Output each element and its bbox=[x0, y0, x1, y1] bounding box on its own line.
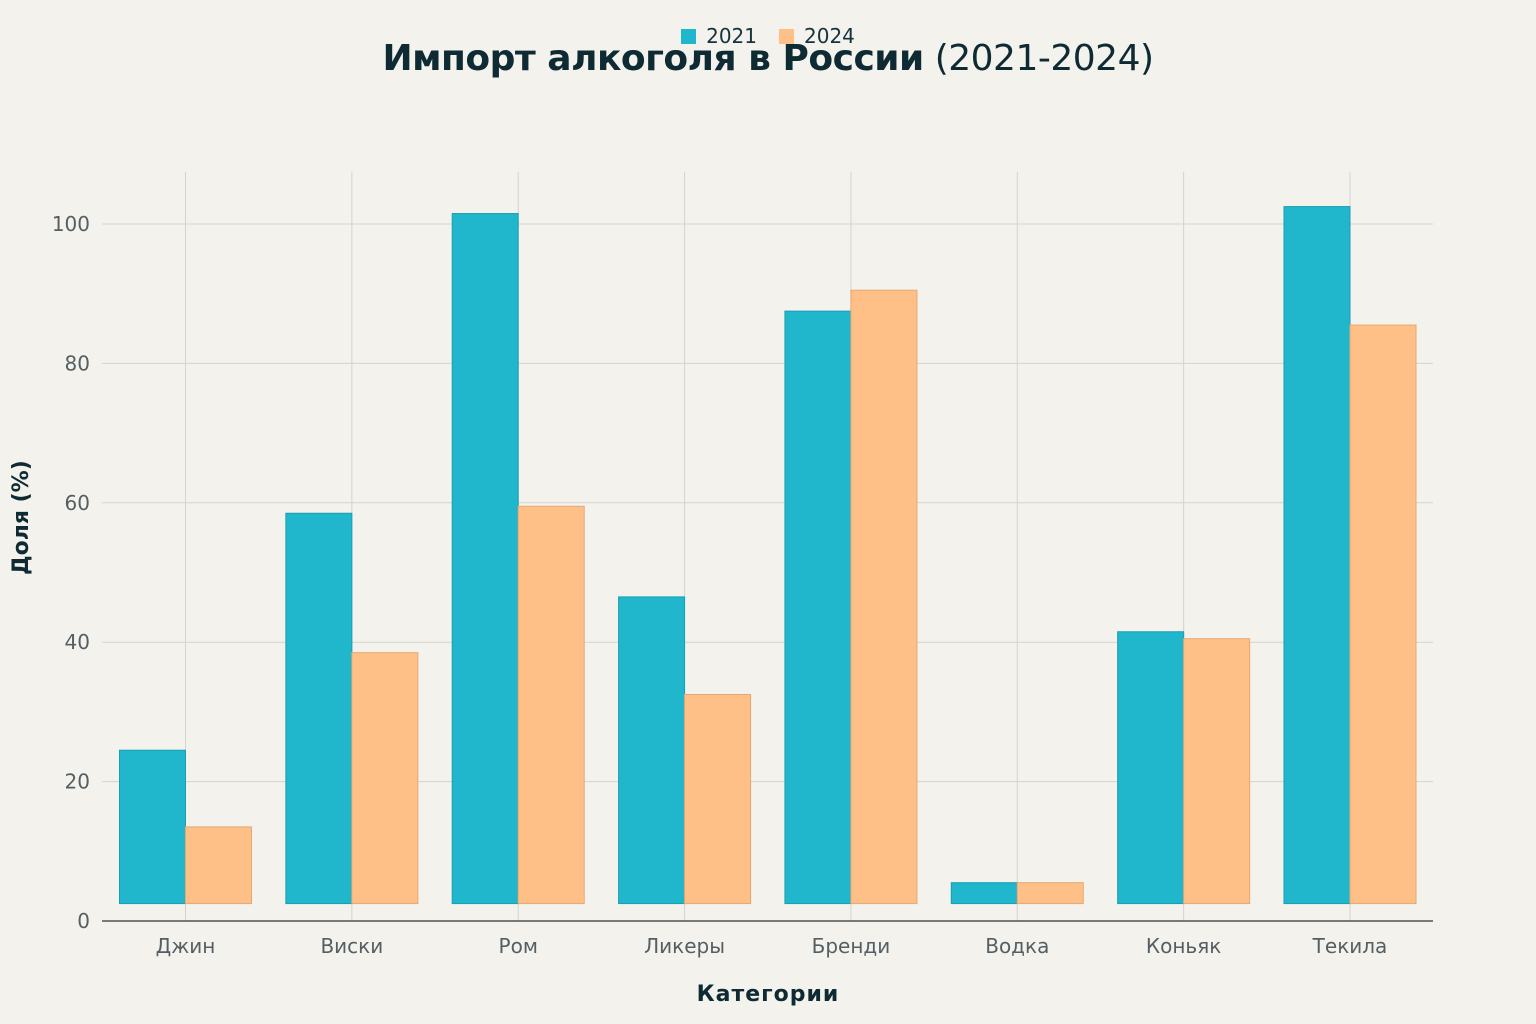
axes: 0 20 40 60 80 100 Джин Виски Ром Ликеры Бренди Водк… bbox=[52, 212, 1433, 958]
x-tick-label-0: Джин bbox=[156, 934, 216, 958]
bar-2021-2 bbox=[451, 213, 519, 905]
bar-2024-3 bbox=[684, 693, 752, 905]
chart-title: Импорт алкоголя в России (2021-2024) bbox=[0, 38, 1536, 79]
legend: 2021 2024 bbox=[0, 24, 1536, 48]
legend-label-2024: 2024 bbox=[804, 24, 855, 48]
bar-2024-5 bbox=[1016, 882, 1084, 905]
y-tick-label-0: 0 bbox=[77, 909, 90, 933]
x-tick-label-1: Виски bbox=[320, 934, 383, 958]
bar-2024-6 bbox=[1183, 638, 1251, 905]
bar-2021-1 bbox=[285, 512, 353, 905]
chart-title-years: (2021-2024) bbox=[934, 38, 1154, 79]
x-axis-title: Категории bbox=[696, 982, 840, 1007]
bar-2021-7 bbox=[1283, 206, 1351, 905]
bar-2021-5 bbox=[950, 882, 1018, 905]
legend-item-2024[interactable]: 2024 bbox=[779, 24, 855, 48]
x-tick-label-5: Водка bbox=[985, 934, 1049, 958]
bar-2024-7 bbox=[1349, 324, 1417, 905]
bar-2024-1 bbox=[351, 652, 419, 905]
legend-label-2021: 2021 bbox=[706, 24, 757, 48]
bar-2021-4 bbox=[784, 310, 852, 905]
x-tick-label-3: Ликеры bbox=[644, 934, 725, 958]
y-tick-label-80: 80 bbox=[65, 351, 90, 375]
bar-2021-6 bbox=[1117, 631, 1185, 905]
x-tick-label-7: Текила bbox=[1312, 934, 1388, 958]
bar-2021-3 bbox=[618, 596, 686, 905]
y-axis-title: Доля (%) bbox=[9, 460, 34, 575]
y-tick-label-60: 60 bbox=[65, 491, 90, 515]
legend-item-2021[interactable]: 2021 bbox=[681, 24, 757, 48]
bar-2021-0 bbox=[119, 749, 186, 905]
bar-2024-0 bbox=[185, 826, 252, 905]
chart-title-main: Импорт алкоголя в России bbox=[382, 38, 924, 79]
bar-2024-4 bbox=[850, 289, 918, 905]
y-tick-label-100: 100 bbox=[52, 212, 90, 236]
x-tick-label-6: Коньяк bbox=[1146, 934, 1221, 958]
legend-swatch-2021 bbox=[681, 28, 697, 44]
bars bbox=[119, 206, 1417, 905]
x-tick-label-2: Ром bbox=[499, 934, 538, 958]
y-tick-label-20: 20 bbox=[65, 770, 90, 794]
x-tick-label-4: Бренди bbox=[812, 934, 891, 958]
y-tick-label-40: 40 bbox=[65, 630, 90, 654]
legend-swatch-2024 bbox=[779, 28, 794, 44]
bar-2024-2 bbox=[517, 505, 585, 905]
